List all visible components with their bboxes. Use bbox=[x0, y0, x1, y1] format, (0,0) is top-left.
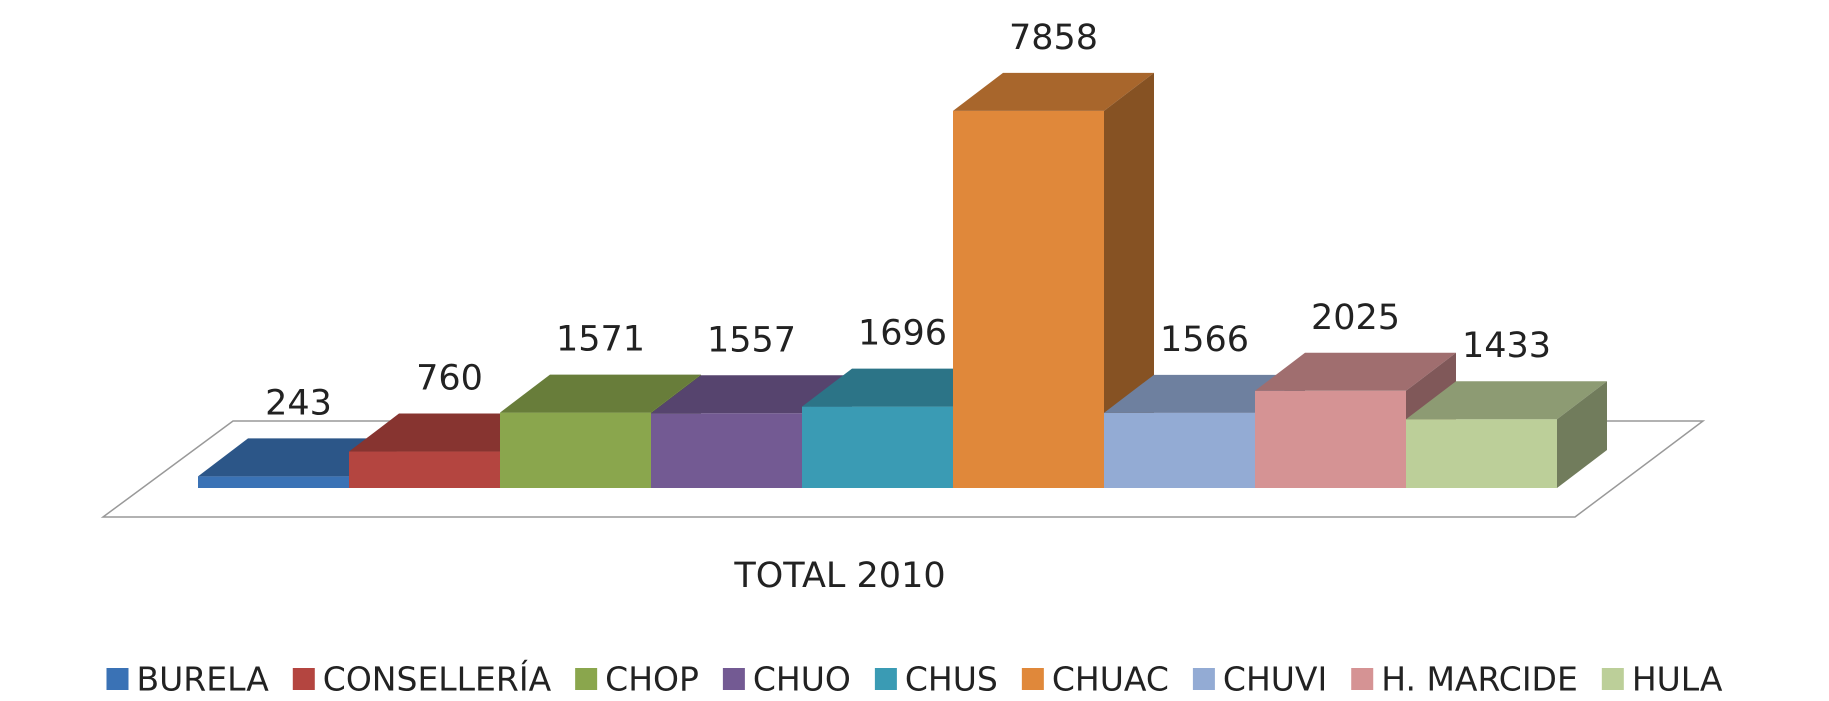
legend-swatch bbox=[292, 668, 315, 690]
legend-swatch bbox=[722, 668, 745, 690]
data-label: 243 bbox=[265, 383, 332, 423]
bar-top bbox=[1104, 374, 1305, 413]
bars: 243 760 1571 1557 1696 7858 1566 2025 1433 bbox=[198, 18, 1607, 488]
bar bbox=[500, 412, 651, 488]
bar-top bbox=[500, 374, 701, 413]
data-label: 1696 bbox=[858, 314, 947, 354]
legend-label: CHUO bbox=[753, 660, 851, 699]
bar bbox=[1104, 412, 1255, 488]
data-label: 760 bbox=[416, 359, 483, 399]
legend-swatch bbox=[874, 668, 897, 690]
bar bbox=[198, 476, 349, 488]
legend-label: H. MARCIDE bbox=[1381, 660, 1578, 699]
bar bbox=[1255, 390, 1406, 488]
bar-top bbox=[953, 72, 1154, 111]
bar-top bbox=[349, 413, 550, 452]
legend-swatch bbox=[1021, 668, 1044, 690]
bar-top bbox=[802, 368, 1003, 407]
data-label: 1557 bbox=[707, 320, 796, 360]
legend-swatch bbox=[1192, 668, 1215, 690]
data-label: 2025 bbox=[1311, 298, 1400, 338]
bar-side bbox=[1104, 72, 1154, 488]
data-label: 1433 bbox=[1462, 326, 1551, 366]
legend-swatch bbox=[575, 668, 598, 690]
bar bbox=[802, 406, 953, 488]
x-tick-label: TOTAL 2010 bbox=[733, 556, 945, 596]
legend-label: BURELA bbox=[136, 660, 269, 699]
legend-label: CHUS bbox=[905, 660, 998, 699]
bar bbox=[1406, 419, 1557, 488]
bar-top bbox=[198, 438, 399, 477]
legend-label: CHUAC bbox=[1052, 660, 1169, 699]
data-label: 1566 bbox=[1160, 320, 1249, 360]
bar-top bbox=[1255, 352, 1456, 391]
legend-swatch bbox=[1351, 668, 1374, 690]
legend-label: HULA bbox=[1632, 660, 1723, 699]
legend-label: CHUVI bbox=[1223, 660, 1327, 699]
legend-label: CONSELLERÍA bbox=[323, 659, 552, 699]
bar bbox=[349, 451, 500, 488]
bar bbox=[953, 110, 1104, 488]
data-label: 7858 bbox=[1009, 18, 1098, 58]
data-label: 1571 bbox=[556, 320, 645, 360]
bar-side bbox=[1557, 381, 1607, 488]
legend-swatch bbox=[1601, 668, 1624, 690]
legend-swatch bbox=[106, 668, 129, 690]
legend: BURELA CONSELLERÍA CHOP CHUO CHUS CHUAC CHUVI H… bbox=[106, 659, 1723, 699]
bar-top bbox=[651, 375, 852, 414]
bar bbox=[651, 413, 802, 488]
bar-top bbox=[1406, 381, 1607, 420]
legend-label: CHOP bbox=[605, 660, 699, 699]
